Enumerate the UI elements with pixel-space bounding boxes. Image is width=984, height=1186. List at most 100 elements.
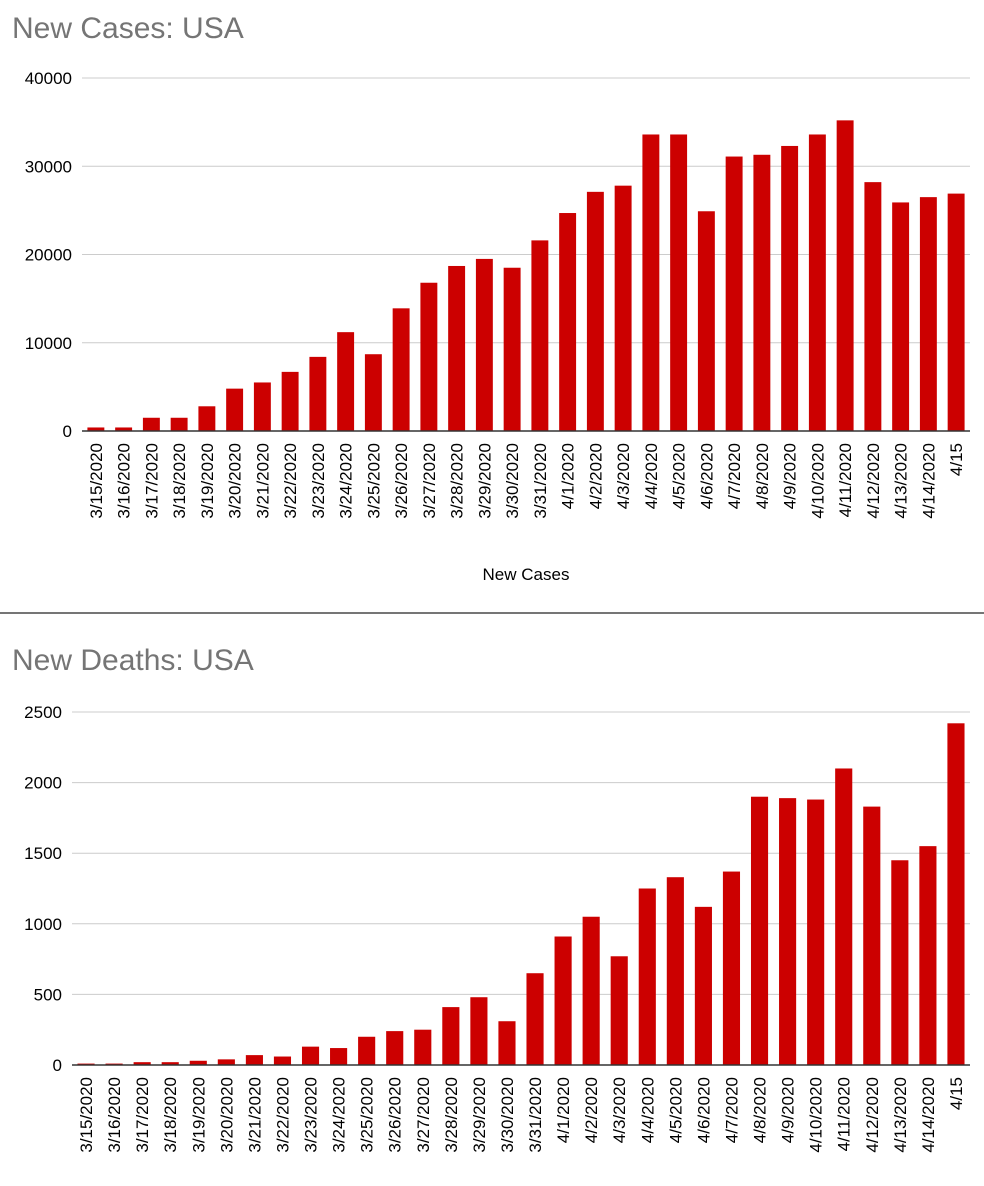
bar bbox=[863, 806, 881, 1065]
bar bbox=[386, 1031, 404, 1065]
bar bbox=[526, 973, 544, 1065]
bar bbox=[781, 145, 799, 431]
bar bbox=[161, 1062, 179, 1065]
bar bbox=[115, 427, 133, 431]
bar bbox=[750, 796, 769, 1065]
x-tick-label: 3/19/2020 bbox=[189, 1077, 208, 1153]
bar bbox=[582, 916, 600, 1065]
bar bbox=[947, 193, 965, 431]
x-tick-label: 3/26/2020 bbox=[386, 1077, 405, 1153]
x-tick-label: 4/5/2020 bbox=[670, 443, 689, 509]
bar bbox=[470, 997, 488, 1065]
x-tick-label: 3/30/2020 bbox=[503, 443, 522, 519]
x-tick-label: 4/12/2020 bbox=[864, 443, 883, 519]
x-tick-label: 3/28/2020 bbox=[442, 1077, 461, 1153]
x-tick-label: 4/13/2020 bbox=[892, 443, 911, 519]
x-tick-label: 4/2/2020 bbox=[586, 443, 605, 509]
x-tick-label: 3/31/2020 bbox=[526, 1077, 545, 1153]
bar bbox=[697, 211, 715, 431]
bar bbox=[475, 258, 493, 431]
x-tick-label: 4/7/2020 bbox=[725, 443, 744, 509]
x-tick-label: 3/21/2020 bbox=[253, 443, 272, 519]
x-tick-label: 3/24/2020 bbox=[337, 443, 356, 519]
y-tick-label: 2000 bbox=[24, 774, 62, 793]
x-tick-label: 3/15/2020 bbox=[77, 1077, 96, 1153]
y-tick-label: 0 bbox=[53, 1056, 62, 1075]
bar bbox=[638, 888, 656, 1065]
x-tick-label: 3/16/2020 bbox=[105, 1077, 124, 1153]
bar bbox=[245, 1055, 263, 1065]
x-tick-label: 4/8/2020 bbox=[751, 1077, 770, 1143]
new-deaths-plot: 0 500 1000 1500 2000 2500 3/15/2020 3/16/2020 3/… bbox=[24, 703, 970, 1153]
x-tick-label: 4/4/2020 bbox=[638, 1077, 657, 1143]
bar bbox=[337, 332, 355, 431]
x-tick-label: 3/23/2020 bbox=[302, 1077, 321, 1153]
y-tick-label: 40000 bbox=[25, 69, 72, 88]
bar bbox=[273, 1056, 292, 1065]
bar bbox=[919, 197, 937, 431]
y-tick-label: 1500 bbox=[24, 844, 62, 863]
bar bbox=[694, 906, 712, 1065]
bar bbox=[892, 202, 910, 431]
bar bbox=[642, 134, 660, 432]
bar bbox=[947, 723, 965, 1065]
bar bbox=[807, 799, 825, 1065]
bar bbox=[498, 1021, 516, 1065]
x-tick-label: 4/15 bbox=[947, 443, 966, 476]
chart-title: New Deaths: USA bbox=[12, 644, 254, 677]
new-deaths-chart: New Deaths: USA 0 500 1000 1500 2000 2500 3/15… bbox=[0, 614, 984, 1186]
bar bbox=[358, 1036, 376, 1065]
bar bbox=[309, 356, 327, 431]
y-tick-label: 30000 bbox=[25, 157, 72, 176]
bar bbox=[808, 134, 826, 432]
x-tick-label: 3/20/2020 bbox=[226, 443, 245, 519]
bar bbox=[301, 1046, 320, 1065]
x-tick-label: 3/27/2020 bbox=[414, 1077, 433, 1153]
bar bbox=[142, 417, 160, 431]
x-tick-label: 4/10/2020 bbox=[808, 443, 827, 519]
x-tick-label: 3/25/2020 bbox=[364, 443, 383, 519]
x-tick-label: 3/28/2020 bbox=[448, 443, 467, 519]
x-tick-label: 3/17/2020 bbox=[142, 443, 161, 519]
x-tick-label: 4/8/2020 bbox=[753, 443, 772, 509]
x-tick-label: 4/13/2020 bbox=[891, 1077, 910, 1153]
x-tick-label: 3/18/2020 bbox=[170, 443, 189, 519]
y-tick-label: 500 bbox=[34, 985, 62, 1004]
x-tick-label: 4/3/2020 bbox=[614, 443, 633, 509]
y-tick-label: 20000 bbox=[25, 246, 72, 265]
bar bbox=[414, 1029, 432, 1065]
bar bbox=[891, 860, 909, 1065]
x-tick-label: 3/16/2020 bbox=[115, 443, 134, 519]
x-tick-label: 4/14/2020 bbox=[919, 1077, 938, 1153]
x-tick-label: 4/14/2020 bbox=[919, 443, 938, 519]
bar bbox=[666, 877, 684, 1065]
x-tick-label: 3/23/2020 bbox=[309, 443, 328, 519]
x-tick-label: 3/17/2020 bbox=[133, 1077, 152, 1153]
x-tick-label: 3/29/2020 bbox=[470, 1077, 489, 1153]
x-tick-label: 3/21/2020 bbox=[245, 1077, 264, 1153]
x-tick-label: 4/2/2020 bbox=[582, 1077, 601, 1143]
bar bbox=[779, 798, 797, 1065]
bar bbox=[836, 120, 854, 432]
bar bbox=[503, 267, 521, 431]
x-tick-label: 4/3/2020 bbox=[610, 1077, 629, 1143]
x-tick-label: 3/22/2020 bbox=[273, 1077, 292, 1153]
x-tick-label: 3/19/2020 bbox=[198, 443, 217, 519]
new-cases-plot: 0 10000 20000 30000 40000 3/15/2020 3/16/2020 3… bbox=[25, 69, 970, 584]
chart-divider bbox=[0, 612, 984, 614]
bar bbox=[420, 282, 438, 431]
bar bbox=[531, 240, 549, 431]
x-tick-label: 4/12/2020 bbox=[863, 1077, 882, 1153]
bar bbox=[722, 871, 741, 1065]
bar bbox=[442, 1007, 460, 1065]
y-tick-label: 0 bbox=[63, 422, 72, 441]
bar bbox=[170, 417, 188, 431]
chart-title: New Cases: USA bbox=[12, 12, 244, 45]
x-tick-label: 4/11/2020 bbox=[835, 1077, 854, 1151]
bar bbox=[670, 134, 688, 432]
bar bbox=[281, 371, 299, 431]
y-tick-label: 10000 bbox=[25, 334, 72, 353]
x-tick-label: 4/11/2020 bbox=[836, 443, 855, 517]
bar bbox=[217, 1059, 235, 1065]
x-tick-label: 4/15 bbox=[947, 1077, 966, 1110]
